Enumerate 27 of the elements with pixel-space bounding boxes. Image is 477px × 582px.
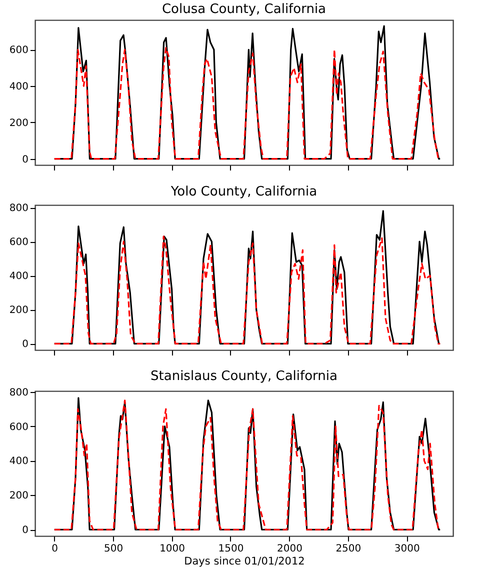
x-tick-label: 500	[104, 544, 124, 554]
x-axis-title: Days since 01/01/2012	[184, 556, 305, 568]
y-tick-label: 0	[22, 525, 28, 536]
y-tick-label: 600	[9, 45, 28, 56]
y-tick-label: 800	[9, 387, 28, 398]
line-series	[54, 47, 441, 160]
chart-title: Colusa County, California	[162, 2, 326, 17]
x-tick-label: 3000	[394, 544, 420, 554]
y-tick-label: 200	[9, 118, 28, 129]
y-tick-label: 0	[22, 154, 28, 166]
x-tick-label: 2500	[336, 544, 362, 554]
y-tick-label: 0	[22, 339, 28, 350]
chart-title: Stanislaus County, California	[150, 368, 338, 384]
y-tick-label: 400	[9, 82, 28, 93]
x-tick-label: 2000	[276, 544, 302, 554]
y-tick-label: 400	[9, 271, 28, 282]
chart-title: Yolo County, California	[170, 184, 318, 200]
y-tick-label: 200	[9, 305, 28, 316]
x-tick-label: 1500	[218, 544, 244, 554]
y-tick-label: 800	[9, 203, 28, 214]
y-tick-label: 400	[9, 456, 28, 468]
y-tick-label: 600	[9, 422, 28, 433]
y-tick-label: 200	[9, 490, 28, 502]
x-tick-label: 1000	[160, 544, 186, 554]
x-tick-label: 0	[52, 544, 58, 554]
y-tick-label: 600	[9, 237, 28, 248]
line-series	[54, 236, 441, 345]
